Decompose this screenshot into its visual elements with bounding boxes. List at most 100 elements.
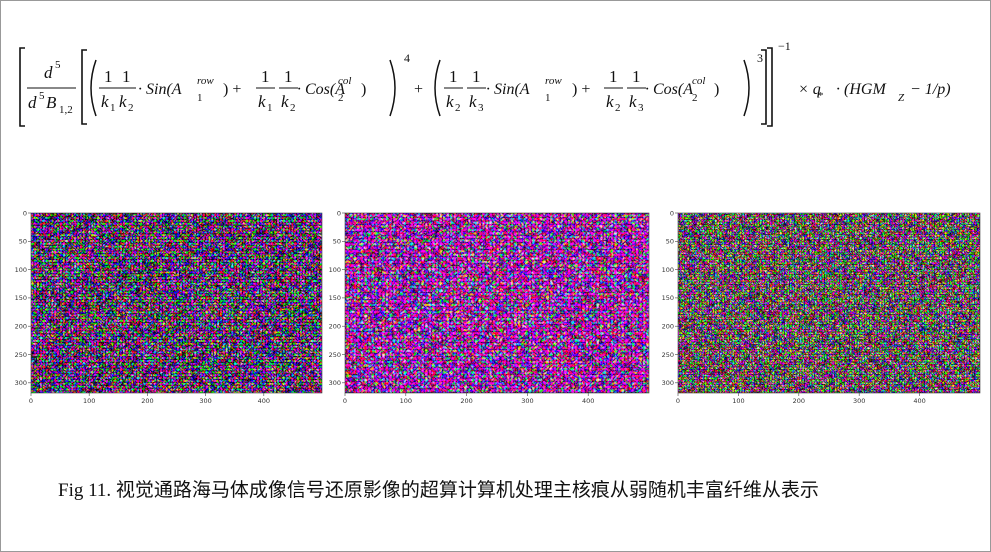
figure-panels: 0 100 200 300 400 0 50 100 150 200 250 300 0 100 200 30… <box>15 209 981 405</box>
y-tick-label: 250 <box>15 351 27 359</box>
formula-token: row <box>197 75 214 87</box>
formula-token: ) <box>361 81 366 98</box>
formula-token: 2 <box>128 102 134 114</box>
formula-token: 3 <box>757 51 763 65</box>
formula-token: 2 <box>455 102 461 114</box>
formula-token: k <box>119 92 127 111</box>
y-tick-label: 300 <box>15 379 27 387</box>
formula-token: Z <box>898 92 905 104</box>
formula-token: ) <box>714 81 719 98</box>
formula-token: 1 <box>197 92 203 104</box>
formula-token: 1 <box>104 67 113 86</box>
y-tick-label: 250 <box>329 351 341 359</box>
formula-token: 1 <box>110 102 116 114</box>
formula-token: k <box>629 92 637 111</box>
formula-token: d <box>28 93 37 112</box>
x-tick-label: 0 <box>29 397 33 405</box>
y-tick-label: 200 <box>15 323 27 331</box>
formula-token: 3 <box>638 102 644 114</box>
y-tick-label: 100 <box>662 266 674 274</box>
formula-token: 2 <box>615 102 621 114</box>
formula-token: k <box>469 92 477 111</box>
y-tick-label: 250 <box>662 351 674 359</box>
y-tick-label: 300 <box>662 379 674 387</box>
y-tick-label: 50 <box>333 238 341 246</box>
y-tick-label: 150 <box>329 294 341 302</box>
formula-token: row <box>545 75 562 87</box>
formula-token: · Cos(A <box>645 81 693 98</box>
formula-token: · (HGM <box>836 81 887 98</box>
formula-token: 2 <box>338 92 344 104</box>
formula-token: 1,2 <box>59 104 73 116</box>
formula-token: B <box>46 93 57 112</box>
y-tick-label: 300 <box>329 379 341 387</box>
formula-token: ) + <box>572 81 590 98</box>
bracket <box>767 47 773 127</box>
x-tick-label: 200 <box>141 397 153 405</box>
image-frame <box>677 212 981 394</box>
x-tick-label: 400 <box>913 397 925 405</box>
bracket <box>19 47 25 127</box>
y-tick-label: 0 <box>670 209 674 217</box>
formula-token: col <box>338 75 351 87</box>
caption: Fig 11. 视觉通路海马体成像信号还原影像的超算计算机处理主核痕从弱随机丰富… <box>58 479 819 501</box>
y-tick-label: 150 <box>15 294 27 302</box>
y-tick-label: 200 <box>329 323 341 331</box>
formula-token: · Cos(A <box>297 81 345 98</box>
y-tick-label: 0 <box>337 209 341 217</box>
formula-token: + <box>414 81 423 98</box>
x-tick-label: 0 <box>676 397 680 405</box>
formula-token: 4 <box>404 51 410 65</box>
x-tick-label: 300 <box>199 397 211 405</box>
formula-token: col <box>692 75 705 87</box>
image-frame <box>344 212 650 394</box>
paren <box>743 59 750 117</box>
x-tick-label: 0 <box>343 397 347 405</box>
formula-token: 1 <box>609 67 618 86</box>
formula-token: · Sin(A <box>138 81 182 98</box>
x-tick-label: 200 <box>793 397 805 405</box>
formula-token: 5 <box>39 90 45 102</box>
formula-token: 5 <box>55 59 61 71</box>
noise-image <box>678 213 980 393</box>
y-tick-label: 0 <box>23 209 27 217</box>
formula-token: k <box>101 92 109 111</box>
formula-token: 2 <box>290 102 296 114</box>
x-tick-label: 100 <box>83 397 95 405</box>
formula-token: 1 <box>261 67 270 86</box>
formula-token: 1 <box>284 67 293 86</box>
formula-token: k <box>606 92 614 111</box>
x-tick-label: 300 <box>853 397 865 405</box>
formula-token: · Sin(A <box>486 81 530 98</box>
formula-token: 1 <box>545 92 551 104</box>
y-tick-label: 100 <box>15 266 27 274</box>
x-tick-label: 200 <box>460 397 472 405</box>
y-tick-label: 200 <box>662 323 674 331</box>
y-tick-label: 150 <box>662 294 674 302</box>
formula-token: × q <box>798 81 821 98</box>
bracket <box>761 49 767 125</box>
formula-token: 2 <box>692 92 698 104</box>
y-tick-label: 50 <box>666 238 674 246</box>
formula-token: 1 <box>267 102 273 114</box>
image-frame <box>30 212 323 394</box>
bracket <box>81 49 87 125</box>
formula-token: k <box>446 92 454 111</box>
paren <box>90 59 97 117</box>
formula-token: k <box>281 92 289 111</box>
x-tick-label: 100 <box>732 397 744 405</box>
x-tick-label: 300 <box>521 397 533 405</box>
formula-token: −1 <box>778 39 791 53</box>
y-tick-label: 50 <box>19 238 27 246</box>
y-tick-label: 100 <box>329 266 341 274</box>
paren <box>389 59 396 117</box>
formula-token: d <box>44 63 53 82</box>
noise-image <box>31 213 322 393</box>
x-tick-label: 400 <box>258 397 270 405</box>
formula-token: − 1/p) <box>910 81 951 98</box>
formula-token: ) + <box>223 81 241 98</box>
formula-token: * <box>818 90 824 102</box>
x-tick-label: 400 <box>582 397 594 405</box>
